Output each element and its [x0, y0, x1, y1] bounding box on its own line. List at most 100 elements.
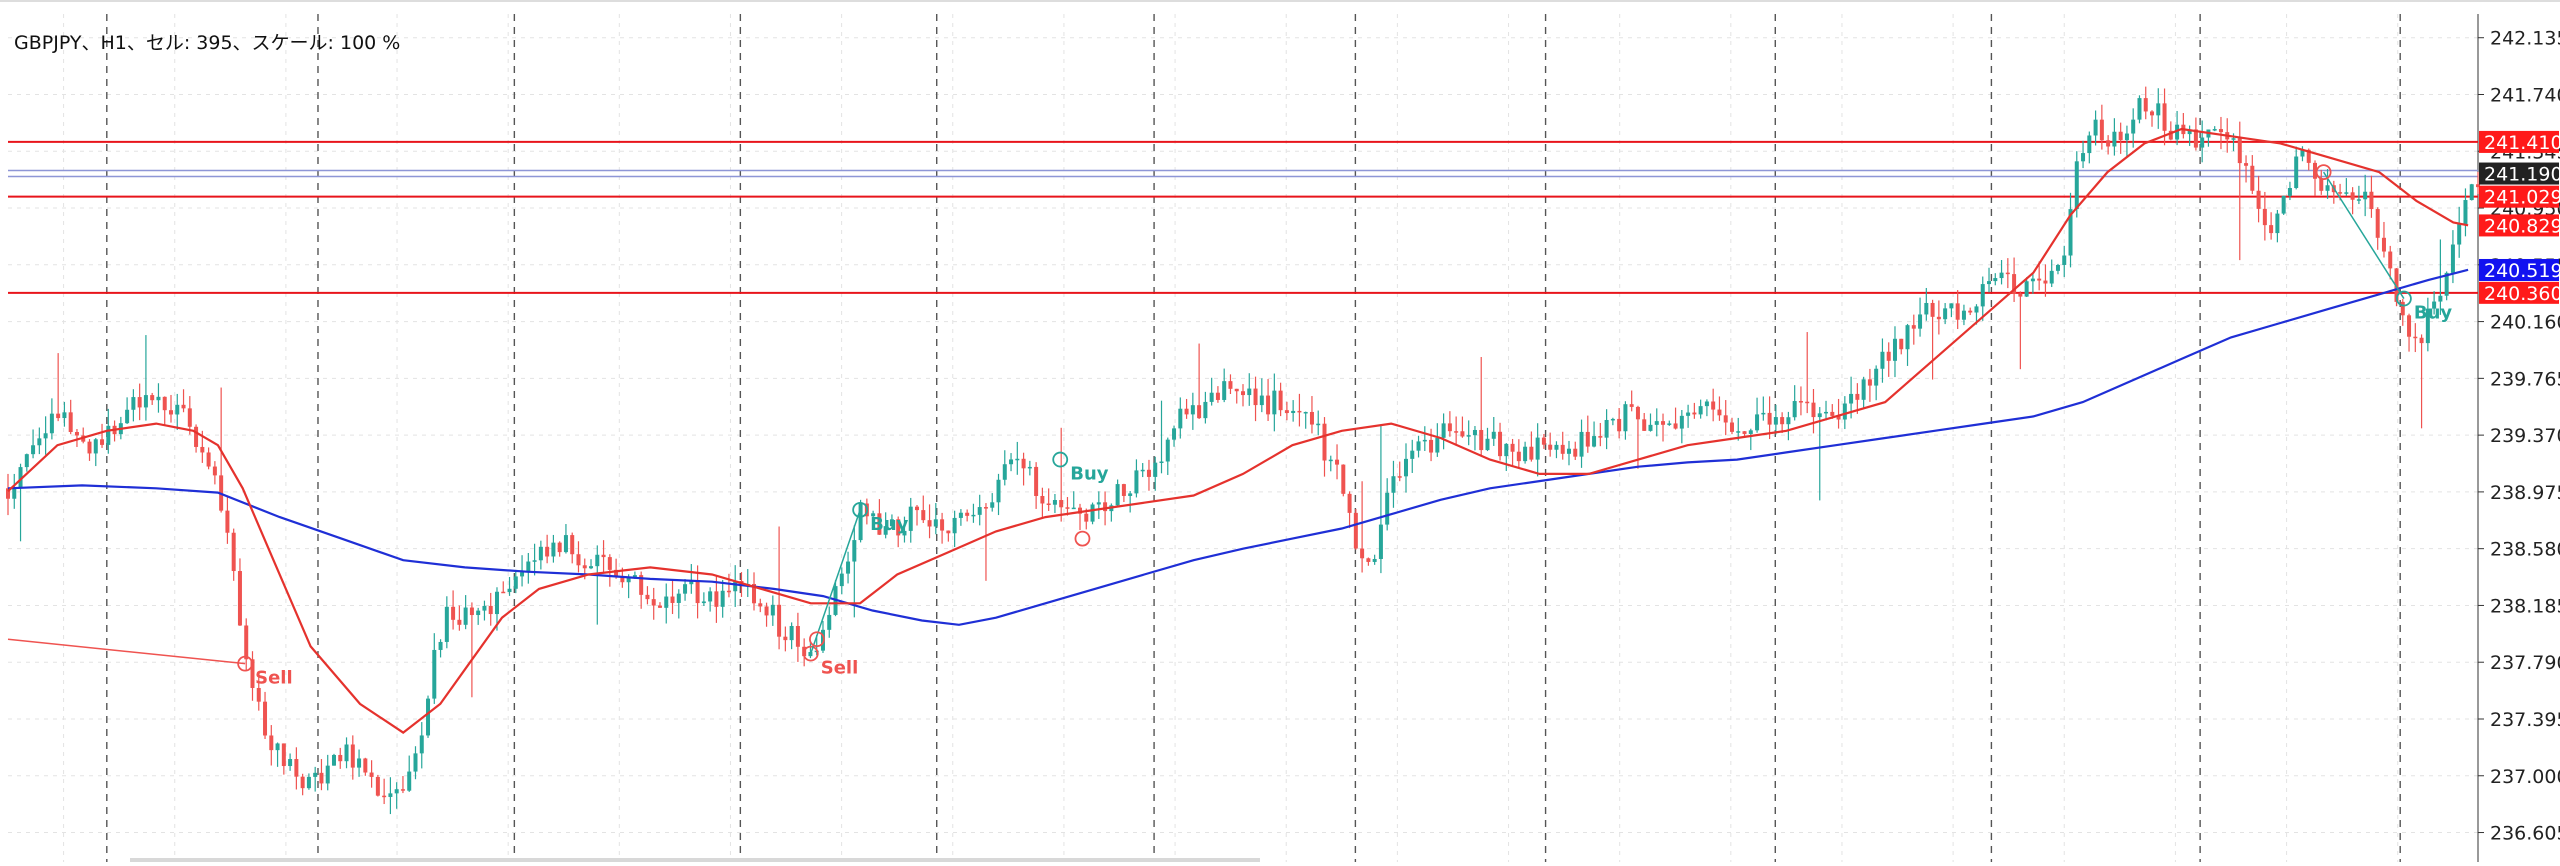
- candle-body: [1924, 302, 1929, 315]
- candle-body: [457, 619, 462, 625]
- candle-body: [2432, 301, 2437, 309]
- candle-body: [31, 445, 36, 455]
- candle-body: [275, 743, 280, 751]
- candle-body: [1704, 401, 1709, 407]
- candle-body: [1253, 388, 1258, 406]
- candle-body: [645, 594, 650, 600]
- candle-body: [2237, 138, 2242, 164]
- candle-body: [281, 743, 286, 767]
- candle-body: [720, 590, 725, 607]
- candle-body: [563, 535, 568, 553]
- candle-body: [1059, 500, 1064, 508]
- candle-body: [501, 591, 506, 594]
- candle-body: [2043, 280, 2048, 284]
- candle-body: [2287, 188, 2292, 196]
- candle-body: [1729, 422, 1734, 432]
- candle-body: [639, 575, 644, 595]
- candle-body: [1153, 462, 1158, 477]
- candle-body: [2124, 133, 2129, 141]
- candle-body: [438, 641, 443, 650]
- candle-body: [808, 652, 813, 657]
- candle-body: [2055, 264, 2060, 271]
- candle-body: [162, 396, 167, 411]
- candle-body: [2294, 156, 2299, 189]
- candle-body: [1316, 423, 1321, 426]
- signal-label: Buy: [1070, 464, 1109, 485]
- candle-body: [1247, 388, 1252, 396]
- candle-body: [852, 540, 857, 562]
- candle-body: [726, 590, 731, 593]
- candle-body: [657, 605, 662, 608]
- candle-body: [896, 519, 901, 536]
- candle-body: [469, 607, 474, 616]
- candle-body: [2269, 225, 2274, 234]
- candle-body: [2131, 119, 2136, 134]
- signal-connector: [810, 509, 861, 654]
- candle-body: [1366, 558, 1371, 562]
- candle-body: [2012, 274, 2017, 294]
- candle-body: [300, 776, 305, 789]
- candle-body: [250, 659, 255, 688]
- candle-body: [1222, 381, 1227, 400]
- candle-body: [2193, 129, 2198, 148]
- signal-connector: [7, 638, 246, 665]
- candle-body: [331, 754, 336, 766]
- candle-body: [1272, 390, 1277, 415]
- candle-body: [2150, 111, 2155, 116]
- candle-body: [1372, 559, 1377, 562]
- candle-body: [62, 412, 67, 419]
- candle-body: [683, 584, 688, 594]
- candle-body: [1203, 401, 1208, 419]
- signal-marker: [852, 501, 869, 518]
- candle-body: [451, 606, 456, 620]
- candle-body: [1592, 436, 1597, 447]
- candle-body: [1347, 493, 1352, 513]
- candle-body: [1447, 423, 1452, 432]
- candle-body: [2137, 98, 2142, 120]
- candle-body: [1943, 308, 1948, 320]
- candle-body: [93, 439, 98, 454]
- candle-body: [1968, 310, 1973, 313]
- candle-body: [1241, 391, 1245, 396]
- candle-body: [701, 601, 706, 604]
- candle-body: [1748, 430, 1753, 434]
- y-tick-label: 238.975: [2490, 482, 2560, 504]
- candle-body: [1918, 314, 1923, 329]
- candle-body: [1510, 443, 1515, 452]
- candle-body: [2256, 190, 2261, 209]
- swing-marker: [1074, 530, 1091, 547]
- signal-marker: [1052, 451, 1069, 468]
- candle-body: [2005, 272, 2010, 275]
- candle-body: [1999, 272, 2004, 279]
- candle-body: [1090, 504, 1095, 522]
- candle-body: [1096, 502, 1101, 505]
- ma-fast-line: [7, 127, 2469, 734]
- candle-body: [2369, 191, 2374, 210]
- candle-body: [952, 517, 957, 534]
- candle-body: [1955, 303, 1960, 320]
- candle-body: [1172, 428, 1177, 440]
- candle-body: [1755, 414, 1760, 431]
- chart-info-label: GBPJPY、H1、セル: 395、スケール: 100 %: [14, 32, 401, 54]
- candle-body: [2319, 178, 2324, 191]
- candle-body: [889, 519, 894, 527]
- candle-body: [319, 772, 324, 784]
- candle-body: [106, 425, 111, 445]
- candle-body: [1335, 459, 1340, 465]
- scroll-indicator: [130, 858, 1260, 862]
- candle-body: [1566, 448, 1571, 454]
- swing-marker: [809, 631, 825, 648]
- candle-body: [1441, 423, 1446, 438]
- candle-body: [1648, 424, 1653, 431]
- candle-body: [1899, 338, 1904, 350]
- candle-body: [1190, 405, 1195, 415]
- candle-body: [795, 625, 800, 647]
- candle-body: [632, 575, 637, 578]
- candle-body: [915, 506, 920, 511]
- candle-body: [1391, 476, 1396, 493]
- candle-body: [1516, 451, 1521, 462]
- candle-body: [1861, 379, 1866, 400]
- candle-body: [1886, 351, 1891, 361]
